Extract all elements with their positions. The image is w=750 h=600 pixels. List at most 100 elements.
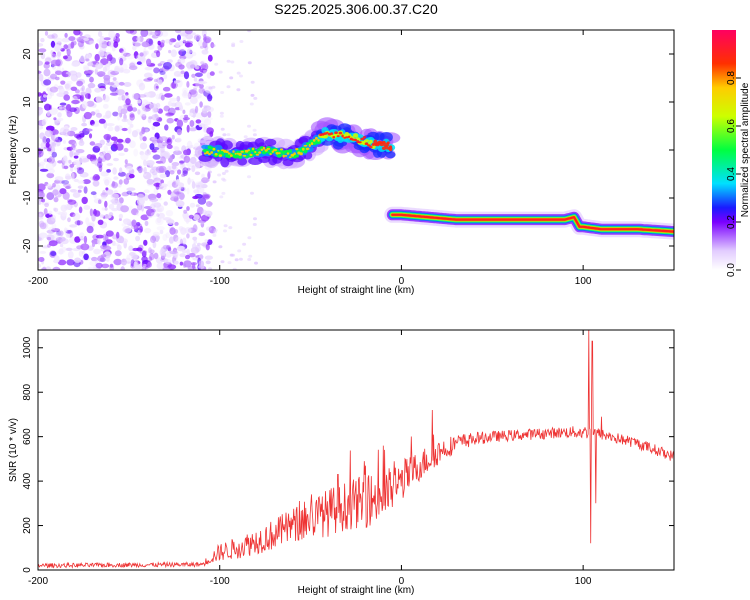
spectrogram-marks [38,30,674,270]
noise-blob [38,263,42,268]
noise-blob [87,82,96,89]
noise-blob [201,30,207,38]
noise-blob [43,68,51,77]
noise-blob [207,239,213,246]
noise-blob [221,172,226,175]
noise-blob [186,167,191,171]
noise-blob [51,214,56,222]
noise-blob [150,211,160,218]
upper-track-blob [210,151,214,154]
noise-blob [126,187,136,191]
x-tick-label: 100 [575,576,592,587]
noise-blob [184,102,191,106]
noise-blob [136,99,142,104]
noise-blob [65,104,72,111]
noise-blob [196,184,200,188]
noise-blob [133,93,141,100]
noise-blob [155,166,165,174]
noise-blob [84,93,91,99]
noise-blob [54,176,64,182]
noise-blob [80,87,84,92]
noise-blob [134,39,142,48]
noise-blob [189,144,194,149]
noise-blob [131,107,138,112]
noise-blob [91,123,100,128]
noise-blob [167,59,173,63]
noise-blob [172,250,179,258]
noise-blob [143,78,153,82]
noise-blob [217,173,222,177]
noise-blob [149,168,156,174]
noise-blob [57,236,66,242]
colorbar-tick-label: 0.0 [726,263,737,277]
colorbar-label: Normalized spectral amplitude [740,82,750,217]
upper-track-blob [242,154,247,157]
noise-blob [150,235,156,243]
upper-track-blob [288,149,293,154]
upper-track-blob [284,155,288,157]
noise-blob [119,48,124,53]
noise-blob [135,212,140,217]
noise-blob [164,124,169,131]
noise-blob [106,54,113,62]
noise-blob [161,182,165,187]
noise-blob [148,256,153,262]
noise-blob [110,193,119,199]
noise-blob [190,96,198,105]
noise-blob [143,206,153,209]
noise-blob [175,30,182,34]
x-tick-label: -200 [28,276,48,287]
noise-blob [176,119,184,128]
upper-track-blob [290,153,295,157]
upper-track-blob [303,144,308,147]
noise-blob [98,39,103,48]
noise-blob [175,179,179,185]
noise-blob [75,72,82,78]
noise-blob [142,41,150,48]
noise-blob [98,164,103,173]
noise-blob [77,40,84,48]
upper-track-blob [382,140,386,144]
noise-blob [38,43,44,47]
noise-blob [202,192,207,196]
noise-blob [38,143,42,147]
noise-blob [83,186,88,194]
noise-blob [191,181,196,189]
noise-blob [89,208,93,217]
noise-blob [143,194,149,201]
noise-blob [39,161,46,166]
noise-blob [166,112,175,116]
noise-blob [91,160,98,165]
noise-blob [69,164,75,168]
noise-blob [128,173,135,179]
upper-track-blob [295,148,299,151]
upper-track-blob [244,149,249,153]
noise-blob [115,143,124,151]
noise-blob [96,71,106,77]
noise-blob [48,210,53,215]
noise-blob [41,201,50,206]
noise-blob [253,96,258,100]
noise-blob [212,233,217,237]
noise-blob [83,66,90,71]
noise-blob [77,185,84,189]
noise-blob [188,253,196,258]
noise-blob [66,80,73,85]
noise-blob [160,94,165,101]
upper-track-blob [205,151,209,154]
upper-track-blob [333,140,347,147]
noise-blob [44,103,51,111]
noise-blob [193,87,198,91]
noise-blob [129,252,136,256]
noise-blob [154,78,158,83]
noise-blob [247,258,252,261]
colorbar-tick-label: 0.4 [726,167,737,181]
noise-blob [205,260,211,265]
noise-blob [38,257,45,262]
noise-blob [151,114,160,121]
y-tick-label: 200 [22,517,33,534]
noise-blob [157,142,163,148]
noise-blob [66,233,70,238]
noise-blob [62,140,66,144]
noise-blob [123,178,130,185]
